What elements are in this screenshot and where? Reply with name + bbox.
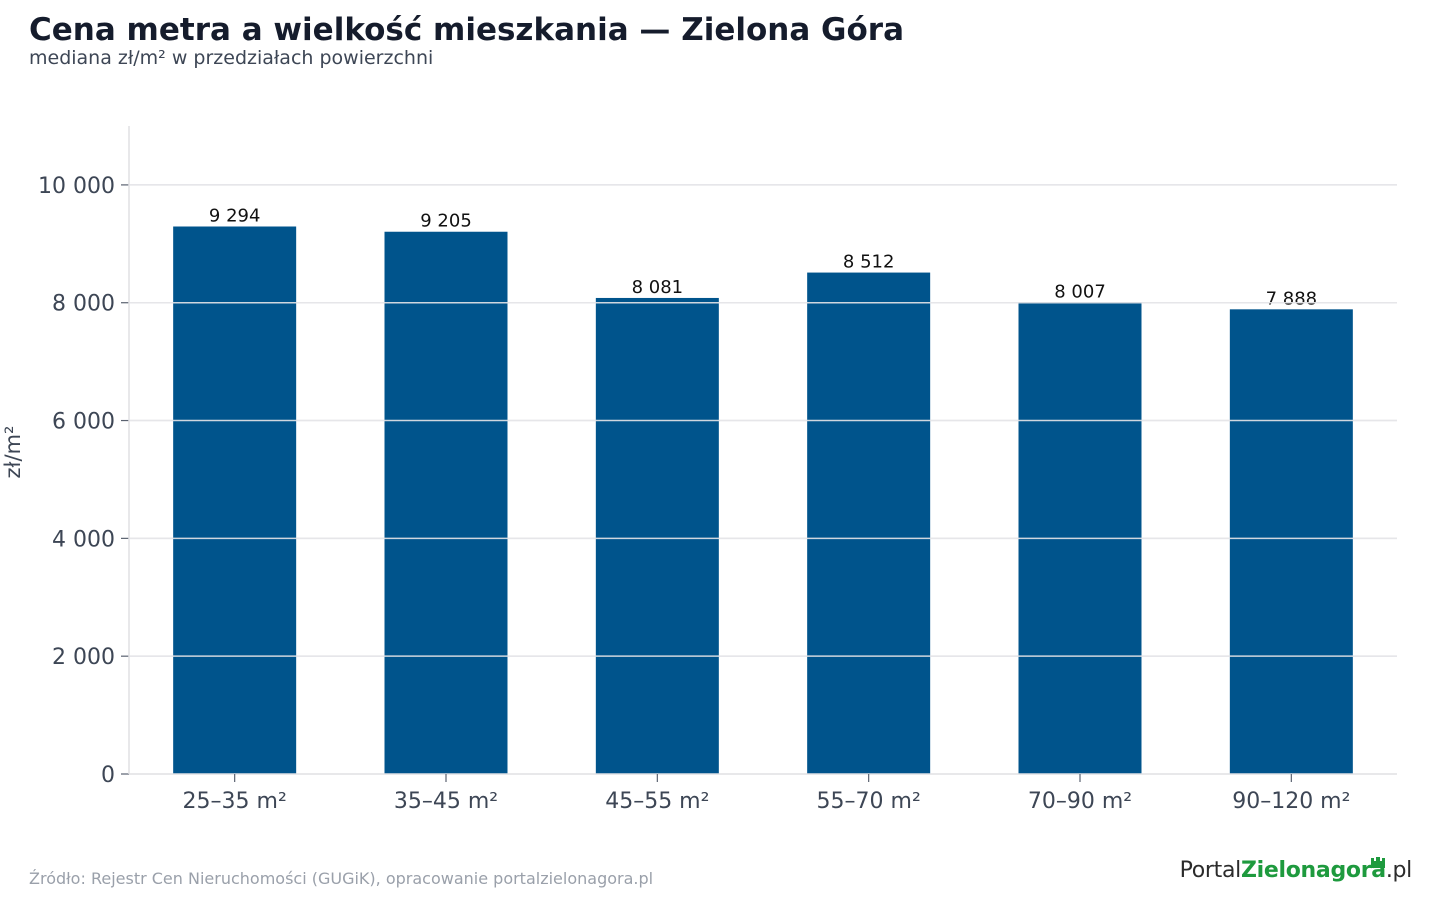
bar-value-label: 9 205 xyxy=(420,211,472,232)
axes: 0 2 000 4 000 6 000 8 000 10 000 25–35 m² 35–45… xyxy=(38,126,1397,814)
bar-value-label: 9 294 xyxy=(209,205,261,226)
y-tick-label: 6 000 xyxy=(52,410,115,435)
brand-logo-part3: .pl xyxy=(1385,858,1412,883)
bar xyxy=(384,231,508,774)
castle-icon xyxy=(1370,849,1386,874)
bar xyxy=(595,297,719,774)
x-tick-label: 35–45 m² xyxy=(394,789,498,814)
x-tick-label: 70–90 m² xyxy=(1028,789,1132,814)
x-tick-label: 25–35 m² xyxy=(183,789,287,814)
brand-logo-part1: Portal xyxy=(1179,858,1242,883)
bar-value-label: 7 888 xyxy=(1266,288,1318,309)
y-tick-label: 0 xyxy=(101,763,115,788)
y-tick-label: 8 000 xyxy=(52,292,115,317)
chart-subtitle: mediana zł/m² w przedziałach powierzchni xyxy=(29,47,434,69)
chart-title: Cena metra a wielkość mieszkania — Zielo… xyxy=(29,12,904,48)
bar xyxy=(807,272,931,774)
brand-logo: PortalZielonagora.pl xyxy=(1179,857,1412,883)
data-labels: 9 294 9 205 8 081 8 512 8 007 7 888 xyxy=(129,184,1397,657)
source-note: Źródło: Rejestr Cen Nieruchomości (GUGiK… xyxy=(29,869,654,888)
y-tick-label: 2 000 xyxy=(52,645,115,670)
bar-value-label: 8 007 xyxy=(1054,281,1106,302)
x-tick-label: 90–120 m² xyxy=(1232,789,1350,814)
bar xyxy=(173,226,297,775)
brand-logo-part2: Zielonagora xyxy=(1240,858,1386,883)
bar-value-label: 8 512 xyxy=(843,252,895,273)
x-tick-label: 55–70 m² xyxy=(817,789,921,814)
y-tick-label: 4 000 xyxy=(52,527,115,552)
x-tick-label: 45–55 m² xyxy=(605,789,709,814)
y-axis-label: zł/m² xyxy=(1,426,25,479)
y-tick-label: 10 000 xyxy=(38,174,115,199)
bar xyxy=(1229,309,1353,774)
bar-value-label: 8 081 xyxy=(632,277,684,298)
bars xyxy=(173,226,1353,775)
